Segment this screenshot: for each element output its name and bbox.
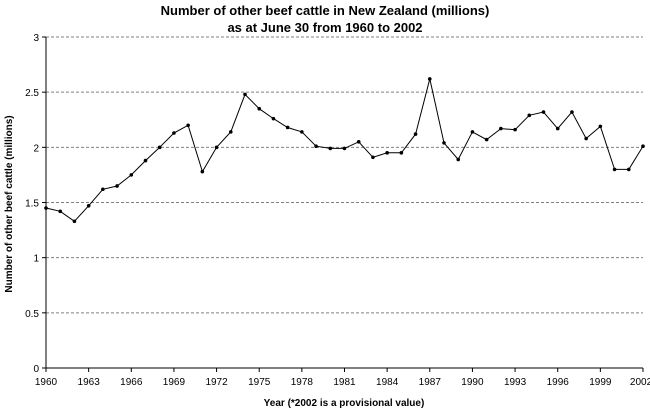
data-point: [314, 144, 318, 149]
gridlines: [46, 36, 643, 314]
data-point: [300, 130, 304, 134]
y-axis-label: Number of other beef cattle (millions): [4, 115, 15, 292]
data-point: [214, 145, 219, 150]
data-point: [72, 219, 77, 224]
data-point: [399, 151, 404, 155]
data-point: [285, 125, 290, 130]
y-tick-label: 0: [33, 364, 39, 375]
y-axis-tick-labels: 0 0.5 1 1.5 2 2.5 3: [25, 33, 46, 375]
data-point: [356, 140, 361, 144]
data-point: [58, 209, 63, 214]
chart-title: Number of other beef cattle in New Zeala…: [161, 3, 490, 18]
x-tick-label: 1972: [205, 377, 228, 388]
x-tick-label: 1975: [248, 377, 271, 388]
data-point: [598, 124, 603, 129]
data-point: [385, 151, 389, 155]
y-tick-label: 0.5: [25, 309, 39, 320]
x-tick-label: 1981: [333, 377, 356, 388]
data-point: [243, 92, 247, 97]
data-point: [641, 144, 645, 149]
x-tick-label: 1996: [547, 377, 570, 388]
x-tick-label: 1978: [291, 377, 314, 388]
data-point: [342, 146, 347, 151]
x-tick-label: 1987: [419, 377, 442, 388]
x-tick-label: 2002*: [630, 377, 650, 388]
data-point: [328, 146, 333, 151]
x-tick-label: 1960: [35, 377, 58, 388]
data-point: [527, 113, 532, 118]
data-point: [513, 127, 517, 132]
y-tick-label: 3: [33, 33, 39, 44]
data-points: [44, 77, 645, 224]
data-point: [371, 155, 375, 160]
data-point: [257, 106, 262, 111]
chart-subtitle: as at June 30 from 1960 to 2002: [227, 20, 422, 35]
data-point: [413, 132, 418, 136]
data-point: [172, 131, 176, 135]
x-tick-label: 1963: [78, 377, 101, 388]
x-axis-label: Year (*2002 is a provisional value): [264, 398, 425, 409]
data-point: [612, 167, 617, 172]
x-tick-label: 1984: [376, 377, 399, 388]
data-point: [555, 126, 560, 131]
data-point: [499, 126, 503, 131]
y-tick-label: 2.5: [25, 88, 39, 99]
x-axis-tick-labels: 1960 1963 1966 1969 1972 1975 1978 1981 1984 1987…: [35, 368, 650, 388]
data-point: [101, 187, 105, 192]
data-point: [271, 116, 276, 121]
data-point: [186, 123, 190, 128]
y-tick-label: 2: [33, 143, 39, 154]
data-point: [157, 145, 162, 150]
x-tick-label: 1969: [163, 377, 186, 388]
data-point: [228, 130, 233, 134]
x-tick-label: 1993: [504, 377, 527, 388]
data-point: [86, 204, 91, 208]
data-point: [129, 173, 134, 177]
data-point: [484, 137, 489, 142]
data-point: [115, 184, 119, 188]
x-tick-label: 1999: [589, 377, 612, 388]
data-point: [200, 169, 205, 174]
data-point: [143, 158, 148, 163]
y-tick-label: 1: [33, 254, 39, 265]
x-tick-label: 1966: [120, 377, 143, 388]
data-point: [470, 130, 475, 134]
data-point: [427, 77, 432, 81]
data-point: [442, 141, 446, 145]
data-point: [584, 136, 588, 141]
x-tick-label: 1990: [461, 377, 484, 388]
data-point: [456, 157, 461, 162]
data-point: [541, 110, 546, 114]
data-point: [570, 110, 574, 114]
data-point: [44, 206, 48, 210]
data-point: [626, 167, 631, 172]
y-tick-label: 1.5: [25, 199, 39, 210]
